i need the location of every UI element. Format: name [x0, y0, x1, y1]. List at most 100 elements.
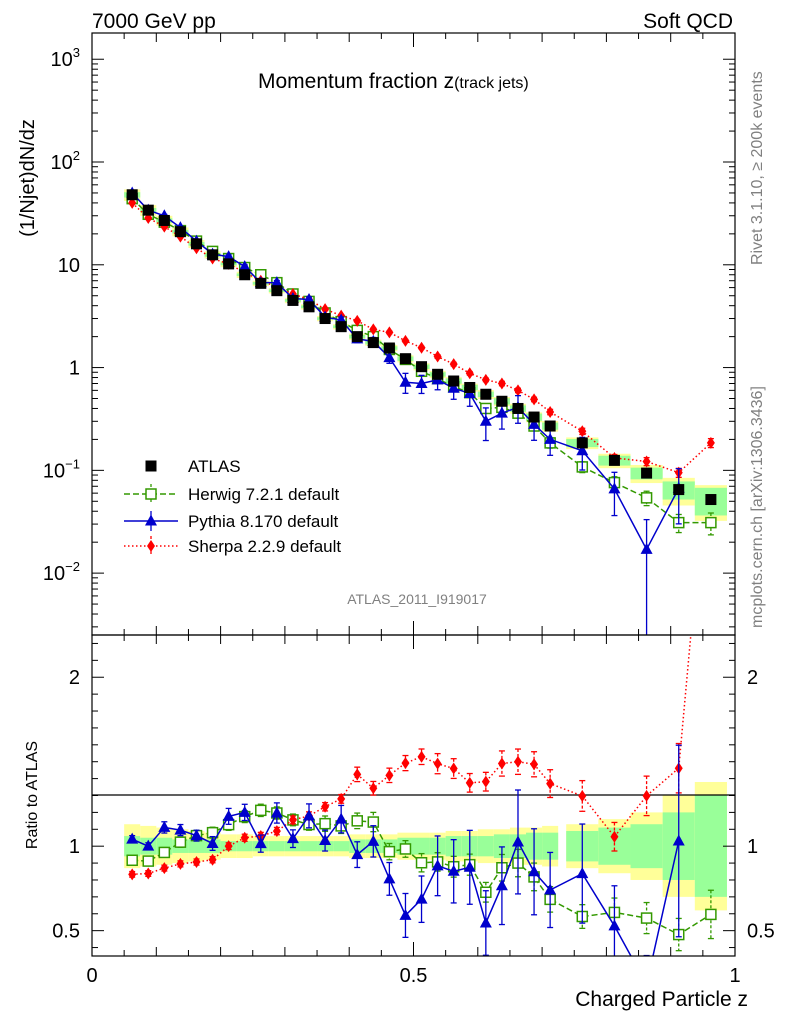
y-tick-label: 1 [69, 358, 80, 380]
sherpa-ratio-point [530, 758, 539, 771]
legend-atlas-marker [145, 460, 157, 472]
pythia-ratio-point [158, 820, 171, 832]
atlas-point [126, 189, 138, 201]
atlas-point [544, 420, 556, 432]
atlas-point [705, 494, 717, 506]
atlas-point [367, 337, 379, 349]
herwig-ratio-point [415, 856, 428, 869]
atlas-point [673, 484, 685, 496]
pythia-ratio-point [270, 806, 283, 818]
pythia-point [447, 381, 460, 393]
pythia-ratio-point [399, 908, 412, 920]
pythia-point [544, 432, 557, 444]
pythia-point [303, 292, 316, 304]
pythia-ratio-point [463, 860, 476, 872]
atlas-point [416, 361, 428, 373]
sherpa-point [369, 323, 378, 336]
herwig-ratio-point [158, 846, 171, 859]
pythia-ratio-point [351, 848, 364, 860]
sherpa-ratio-point [401, 757, 410, 770]
atlas-stat-band-ratio [300, 841, 318, 852]
herwig-ratio-point [255, 804, 267, 817]
sherpa-point [353, 314, 362, 327]
x-tick-label: 1 [729, 965, 740, 987]
atlas-point [335, 321, 347, 333]
sherpa-ratio-point [240, 831, 249, 844]
pythia-ratio-point [672, 834, 685, 846]
ratio-tick-label: 0.5 [52, 921, 80, 943]
pythia-ratio-point [286, 832, 299, 844]
sherpa-point [385, 326, 394, 339]
sherpa-ratio-point [353, 768, 362, 781]
sherpa-ratio-point [128, 868, 137, 881]
sherpa-point [513, 384, 522, 397]
herwig-ratio-point [319, 817, 331, 830]
ratio-series-group [126, 635, 717, 956]
ratio-tick-label-right: 1 [747, 836, 758, 858]
ratio-tick-label-right: 0.5 [747, 921, 775, 943]
pythia-ratio-point [142, 839, 155, 851]
sherpa-ratio-point [449, 762, 458, 775]
herwig-ratio-point [351, 815, 363, 827]
sherpa-ratio-point [497, 757, 506, 770]
pythia-point [222, 250, 235, 262]
atlas-point [174, 226, 186, 238]
sherpa-ratio-point [144, 867, 153, 880]
atlas-point [207, 249, 219, 261]
atlas-point [319, 313, 331, 325]
atlas-stat-band-ratio [236, 841, 253, 852]
pythia-point [479, 414, 492, 426]
sherpa-line [131, 202, 712, 474]
header-category: Soft QCD [643, 10, 733, 33]
y-tick-label: 10−1 [43, 456, 80, 482]
sherpa-ratio-point [642, 789, 651, 802]
atlas-stat-band-ratio [268, 841, 285, 852]
atlas-point [464, 381, 476, 393]
sherpa-ratio-point [578, 789, 587, 802]
atlas-point [190, 238, 202, 250]
atlas-point [432, 368, 444, 380]
sherpa-point [321, 303, 330, 316]
atlas-point [641, 467, 653, 479]
sherpa-ratio-point [417, 750, 426, 763]
sherpa-ratio-point [321, 800, 330, 813]
y-tick-label: 102 [51, 148, 80, 174]
atlas-point [399, 353, 411, 365]
pythia-ratio-point [528, 865, 541, 877]
atlas-point [239, 269, 251, 281]
atlas-stat-band-ratio [188, 839, 205, 853]
sherpa-point [401, 334, 410, 347]
atlas-stat-band-ratio [477, 836, 494, 857]
sherpa-ratio-point [192, 856, 201, 869]
ratio-tick-label: 2 [69, 667, 80, 689]
atlas-point [271, 285, 283, 297]
atlas-point [608, 454, 620, 466]
pythia-ratio-point [544, 883, 557, 895]
pythia-ratio-point [303, 809, 316, 821]
sherpa-ratio-point [465, 776, 474, 789]
legend-atlas-label: ATLAS [188, 457, 241, 476]
pythia-ratio-point [431, 859, 444, 871]
sherpa-ratio-point [369, 782, 378, 795]
pythia-ratio-point [190, 829, 203, 841]
pythia-ratio-point [576, 867, 589, 879]
pythia-ratio-point [206, 836, 219, 848]
sherpa-ratio-point [160, 862, 169, 875]
herwig-ratio-point [383, 845, 396, 858]
header-energy: 7000 GeV pp [92, 10, 216, 33]
main-series-group [126, 186, 717, 635]
pythia-point [640, 542, 653, 554]
sherpa-point [546, 405, 555, 418]
atlas-point [448, 375, 460, 387]
rivet-label: Rivet 3.1.10, ≥ 200k events [749, 71, 766, 265]
sherpa-point [449, 358, 458, 371]
pythia-ratio-point [367, 834, 380, 846]
atlas-point [158, 214, 170, 226]
pythia-point [495, 406, 508, 418]
pythia-point [528, 417, 541, 429]
sherpa-ratio-point [288, 813, 297, 826]
herwig-ratio-point [705, 908, 717, 921]
atlas-point [383, 342, 395, 354]
atlas-stat-band-ratio [333, 841, 350, 852]
legend-pythia-marker [145, 514, 157, 526]
